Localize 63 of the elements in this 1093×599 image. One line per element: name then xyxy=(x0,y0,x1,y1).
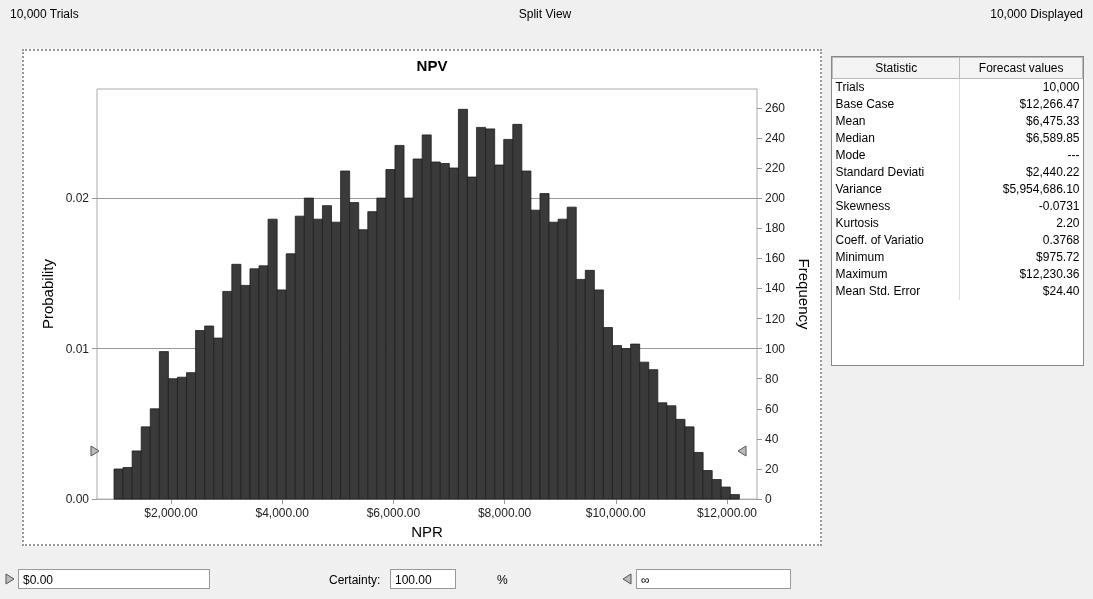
text: Variance xyxy=(834,181,883,198)
text: Base Case xyxy=(834,96,896,113)
text: 0.3768 xyxy=(959,232,1083,249)
text: $6,589.85 xyxy=(959,130,1083,147)
text: Statistic xyxy=(832,57,960,79)
text: Trials xyxy=(834,79,866,96)
text: Mean xyxy=(834,113,867,130)
text: Mean Std. Error xyxy=(834,283,922,300)
chart-title: NPV xyxy=(416,57,448,74)
y2-tick-label: 180 xyxy=(765,221,786,236)
y2-axis-title: Frequency xyxy=(796,258,813,330)
text: Minimum xyxy=(834,249,886,266)
text: Mode xyxy=(834,147,867,164)
text: 10,000 Displayed xyxy=(990,7,1083,21)
y2-tick-label: 100 xyxy=(765,341,786,356)
text: $975.72 xyxy=(959,249,1083,266)
x-axis-title: NPR xyxy=(411,523,443,540)
y-tick-label: 0.01 xyxy=(65,341,90,356)
y2-tick-label: 80 xyxy=(765,371,779,386)
text: $5,954,686.10 xyxy=(959,181,1083,198)
text: $12,266.47 xyxy=(959,96,1083,113)
text: Coeff. of Variatio xyxy=(834,232,925,249)
x-tick-label: $10,000.00 xyxy=(585,506,647,521)
text: 10,000 xyxy=(959,78,1083,96)
text: 10,000 Trials xyxy=(10,7,79,21)
text: -0.0731 xyxy=(959,198,1083,215)
text: Kurtosis xyxy=(834,215,880,232)
text: 2.20 xyxy=(959,215,1083,232)
text: 100.00 xyxy=(390,569,456,589)
y2-tick-label: 120 xyxy=(765,311,786,326)
text: Split View xyxy=(518,7,572,21)
y2-tick-label: 140 xyxy=(765,281,786,296)
text: Standard Deviati xyxy=(834,164,926,181)
text: --- xyxy=(959,147,1083,164)
text: $6,475.33 xyxy=(959,113,1083,130)
y-tick-label: 0.00 xyxy=(65,492,90,507)
text: Forecast values xyxy=(959,57,1083,79)
text: $24.40 xyxy=(959,283,1083,300)
y2-tick-label: 260 xyxy=(765,100,786,115)
y2-tick-label: 20 xyxy=(765,462,779,476)
x-tick-label: $2,000.00 xyxy=(144,506,198,521)
y2-tick-label: 60 xyxy=(765,401,779,416)
x-tick-label: $12,000.00 xyxy=(696,506,758,521)
y2-tick-label: 0 xyxy=(765,492,772,507)
text: $2,440.22 xyxy=(959,164,1083,181)
text: Maximum xyxy=(834,266,889,283)
text: % xyxy=(497,573,508,587)
text: Skewness xyxy=(834,198,892,215)
x-tick-label: $4,000.00 xyxy=(255,506,310,521)
text: $12,230.36 xyxy=(959,266,1083,283)
x-tick-label: $8,000.00 xyxy=(477,506,532,521)
y2-tick-label: 40 xyxy=(765,431,779,446)
y2-tick-label: 200 xyxy=(765,191,786,206)
y2-tick-label: 160 xyxy=(765,251,786,266)
text: $0.00 xyxy=(18,569,210,589)
y-tick-label: 0.02 xyxy=(65,191,90,206)
text: Certainty: xyxy=(329,573,381,587)
x-tick-label: $6,000.00 xyxy=(366,506,421,521)
y-axis-title: Probability xyxy=(38,258,56,330)
y2-tick-label: 240 xyxy=(765,130,786,145)
text: ∞ xyxy=(636,569,791,589)
text: Median xyxy=(834,130,876,147)
y2-tick-label: 220 xyxy=(765,161,786,176)
